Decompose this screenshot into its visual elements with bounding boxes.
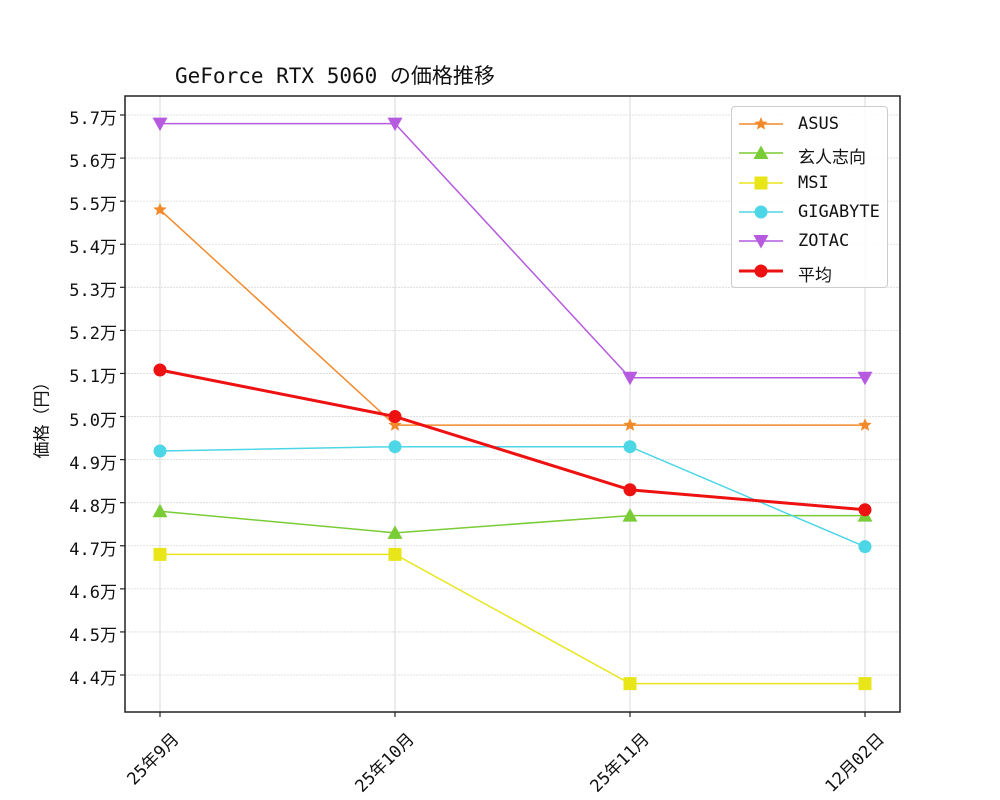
legend-label: GIGABYTE	[798, 201, 880, 222]
y-tick-label: 5.4万	[69, 238, 117, 259]
triangle-down-marker-icon	[739, 235, 783, 249]
y-tick-label: 4.9万	[69, 453, 117, 474]
y-tick-label: 5.2万	[69, 324, 117, 345]
y-tick-label: 5.1万	[69, 367, 117, 388]
series-平均	[153, 363, 872, 517]
legend-item: 平均	[732, 257, 887, 286]
legend-item: ASUS	[732, 110, 887, 138]
y-tick-label: 5.3万	[69, 281, 117, 302]
legend-label: MSI	[798, 172, 829, 193]
y-tick-label: 5.0万	[69, 410, 117, 431]
legend: ASUS 玄人志向 MSI GIGABYTE ZOTAC 平均	[731, 106, 888, 288]
series-MSI	[153, 547, 872, 691]
series-玄人志向	[152, 503, 873, 539]
series-ASUS	[153, 202, 872, 431]
legend-item: 玄人志向	[732, 139, 887, 169]
legend-label: 玄人志向	[798, 148, 866, 169]
legend-item: MSI	[732, 169, 887, 197]
y-tick-label: 5.5万	[69, 195, 117, 216]
star-marker-icon	[739, 117, 783, 130]
chart-title: GeForce RTX 5060 の価格推移	[175, 64, 495, 88]
legend-label: 平均	[798, 265, 832, 286]
legend-label: ASUS	[798, 114, 839, 134]
y-tick-label: 4.4万	[69, 669, 117, 689]
legend-item: GIGABYTE	[732, 198, 887, 226]
y-tick-label: 4.6万	[69, 582, 117, 603]
series-GIGABYTE	[153, 440, 872, 554]
y-tick-label: 4.8万	[69, 496, 117, 517]
circle-marker-icon	[739, 205, 783, 219]
series-ZOTAC	[152, 117, 873, 386]
legend-item: ZOTAC	[732, 227, 887, 255]
triangle-up-marker-icon	[739, 145, 783, 160]
plot-frame	[124, 95, 901, 713]
circle-marker-icon	[739, 264, 783, 277]
y-tick-label: 5.6万	[69, 152, 117, 173]
y-tick-label: 4.5万	[69, 625, 117, 646]
y-tick-label: 4.7万	[69, 539, 117, 560]
legend-label: ZOTAC	[798, 231, 850, 252]
y-tick-label: 5.7万	[69, 109, 117, 129]
square-marker-icon	[739, 176, 783, 190]
